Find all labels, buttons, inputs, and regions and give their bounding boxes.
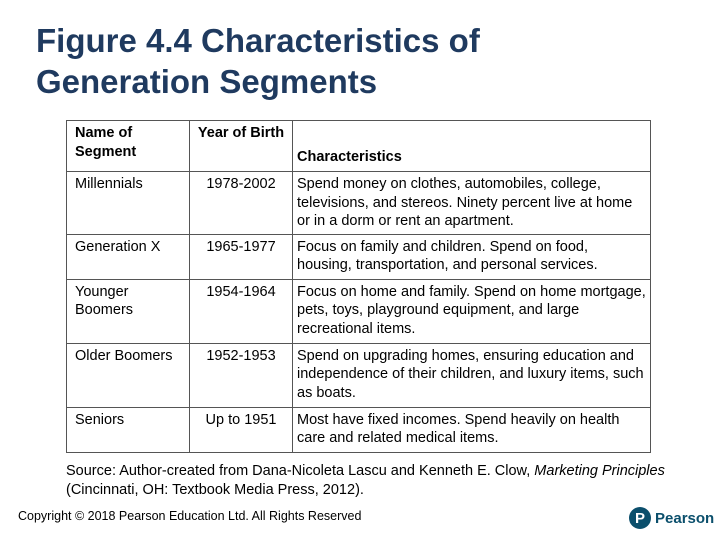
- cell-name: Younger Boomers: [66, 278, 190, 344]
- cell-year: 1978-2002: [189, 171, 293, 235]
- source-suffix: (Cincinnati, OH: Textbook Media Press, 2…: [66, 482, 364, 498]
- pearson-logo-text: Pearson: [655, 509, 715, 527]
- header-name: Name of Segment: [66, 120, 190, 172]
- cell-characteristics: Spend on upgrading homes, ensuring educa…: [292, 342, 651, 408]
- title-line-2: Generation Segments: [36, 63, 378, 100]
- pearson-logo-icon: P: [629, 507, 651, 529]
- table-row: Younger Boomers 1954-1964 Focus on home …: [66, 278, 651, 344]
- cell-characteristics: Focus on home and family. Spend on home …: [292, 278, 651, 344]
- cell-characteristics: Focus on family and children. Spend on f…: [292, 233, 651, 280]
- cell-name: Millennials: [66, 171, 190, 235]
- pearson-logo: P Pearson: [629, 506, 714, 530]
- page-title: Figure 4.4 Characteristics of Generation…: [36, 20, 676, 102]
- cell-characteristics: Spend money on clothes, automobiles, col…: [292, 171, 651, 235]
- header-year: Year of Birth: [189, 120, 293, 172]
- cell-name: Seniors: [66, 406, 190, 453]
- source-citation: Source: Author-created from Dana-Nicolet…: [66, 462, 666, 500]
- title-line-1: Figure 4.4 Characteristics of: [36, 22, 480, 59]
- header-characteristics: Characteristics: [292, 120, 651, 172]
- table-header-row: Name of Segment Year of Birth Characteri…: [66, 120, 651, 172]
- cell-name: Generation X: [66, 233, 190, 280]
- source-book-title: Marketing Principles: [534, 463, 665, 479]
- cell-year: 1952-1953: [189, 342, 293, 408]
- cell-year: Up to 1951: [189, 406, 293, 453]
- table-row: Millennials 1978-2002 Spend money on clo…: [66, 171, 651, 235]
- table-row: Older Boomers 1952-1953 Spend on upgradi…: [66, 342, 651, 408]
- cell-year: 1954-1964: [189, 278, 293, 344]
- copyright-notice: Copyright © 2018 Pearson Education Ltd. …: [18, 509, 362, 523]
- cell-year: 1965-1977: [189, 233, 293, 280]
- table-row: Generation X 1965-1977 Focus on family a…: [66, 233, 651, 280]
- cell-characteristics: Most have fixed incomes. Spend heavily o…: [292, 406, 651, 453]
- generation-segments-table: Name of Segment Year of Birth Characteri…: [66, 120, 651, 453]
- source-prefix: Source: Author-created from Dana-Nicolet…: [66, 463, 535, 479]
- table-row: Seniors Up to 1951 Most have fixed incom…: [66, 406, 651, 453]
- cell-name: Older Boomers: [66, 342, 190, 408]
